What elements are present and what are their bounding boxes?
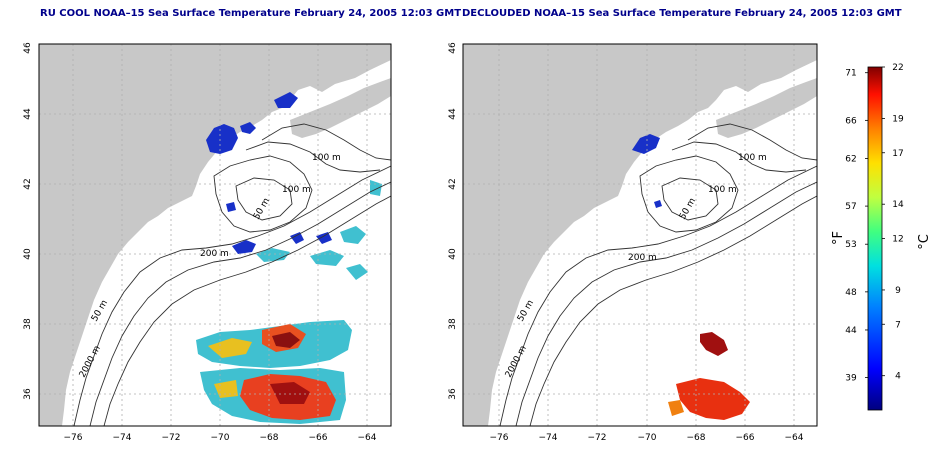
- fahrenheit-tick-label: 48: [845, 288, 857, 298]
- land-mass: [39, 44, 391, 426]
- contour-label: 100 m: [312, 153, 341, 163]
- right-panel-title: DECLOUDED NOAA–15 Sea Surface Temperatur…: [462, 8, 902, 19]
- celsius-label: °C: [917, 234, 932, 250]
- lat-axis-labels: 36 38 40 42 44 46: [448, 42, 458, 400]
- lon-tick-label: −66: [309, 433, 328, 443]
- lat-tick-label: 46: [23, 42, 33, 54]
- sst-cold-patches: [632, 134, 662, 208]
- right-map-panel: 100 m 100 m 50 m 200 m 50 m 2000 m −76 −…: [448, 42, 818, 443]
- map-frame: [462, 43, 818, 427]
- lat-tick-label: 44: [448, 108, 458, 120]
- colorbar-ticks: 22 19 17 14 12 9 7 4 71 66 62 57 53 48 44 39: [845, 63, 904, 384]
- lon-tick-label: −72: [588, 433, 607, 443]
- contour-label: 200 m: [628, 253, 657, 263]
- sst-cold-patches: [206, 92, 332, 254]
- land-mass: [463, 44, 817, 426]
- land-mass-nova-scotia: [716, 78, 817, 138]
- celsius-tick-label: 14: [892, 200, 904, 210]
- contour-label: 100 m: [282, 185, 311, 195]
- lat-axis-labels: 36 38 40 42 44 46: [23, 42, 33, 400]
- lat-tick-label: 42: [448, 178, 458, 189]
- lat-tick-label: 36: [448, 388, 458, 400]
- lon-tick-label: −68: [687, 433, 706, 443]
- lon-tick-label: −68: [260, 433, 279, 443]
- lat-tick-label: 40: [448, 248, 458, 260]
- fahrenheit-tick-label: 66: [845, 116, 857, 126]
- lat-tick-label: 44: [23, 108, 33, 120]
- celsius-tick-label: 19: [892, 114, 904, 124]
- celsius-tick-label: 4: [895, 372, 901, 382]
- lon-tick-label: −74: [113, 433, 132, 443]
- lon-tick-label: −70: [638, 433, 657, 443]
- lon-axis-labels: −76 −74 −72 −70 −68 −66 −64: [490, 433, 804, 443]
- lat-tick-label: 42: [23, 178, 33, 189]
- land-mass-nova-scotia: [290, 78, 391, 138]
- lon-tick-label: −74: [539, 433, 558, 443]
- left-panel-title: RU COOL NOAA–15 Sea Surface Temperature …: [40, 8, 462, 19]
- lon-axis-labels: −76 −74 −72 −70 −68 −66 −64: [64, 433, 377, 443]
- lat-tick-label: 40: [23, 248, 33, 260]
- celsius-tick-label: 17: [892, 149, 903, 159]
- left-map-panel: 100 m 100 m 50 m 200 m 50 m 2000 m −76 −…: [23, 42, 392, 443]
- lon-tick-label: −76: [490, 433, 509, 443]
- lon-tick-label: −66: [736, 433, 755, 443]
- lat-tick-label: 38: [23, 318, 33, 330]
- graticule: [463, 44, 817, 426]
- lat-tick-label: 46: [448, 42, 458, 54]
- lat-tick-label: 38: [448, 318, 458, 330]
- lat-tick-label: 36: [23, 388, 33, 400]
- lon-tick-label: −64: [358, 433, 377, 443]
- fahrenheit-tick-label: 62: [845, 154, 856, 164]
- sst-warm-patches: [668, 332, 750, 420]
- bathymetry-contours: [73, 123, 391, 426]
- fahrenheit-tick-label: 44: [845, 326, 857, 336]
- contour-label: 100 m: [738, 153, 767, 163]
- contour-label: 100 m: [708, 185, 737, 195]
- fahrenheit-label: °F: [831, 231, 846, 245]
- colorbar-gradient: [867, 66, 883, 411]
- sst-warm-patches: [196, 320, 352, 424]
- map-frame: [38, 43, 392, 427]
- contour-label: 200 m: [200, 249, 229, 259]
- fahrenheit-tick-label: 57: [845, 202, 856, 212]
- fahrenheit-tick-label: 71: [845, 69, 856, 79]
- lon-tick-label: −76: [64, 433, 83, 443]
- lon-tick-label: −72: [162, 433, 181, 443]
- celsius-tick-label: 7: [895, 320, 901, 330]
- lon-tick-label: −64: [785, 433, 804, 443]
- fahrenheit-tick-label: 39: [845, 374, 857, 384]
- celsius-tick-label: 9: [895, 286, 901, 296]
- lon-tick-label: −70: [211, 433, 230, 443]
- celsius-tick-label: 22: [892, 63, 903, 73]
- fahrenheit-tick-label: 53: [845, 240, 856, 250]
- celsius-tick-label: 12: [892, 235, 903, 245]
- bathymetry-contours: [499, 123, 817, 426]
- temperature-colorbar: 22 19 17 14 12 9 7 4 71 66 62 57 53 48 44 39 °F °C: [831, 63, 932, 411]
